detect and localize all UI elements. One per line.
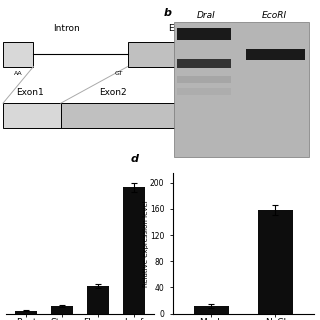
Bar <box>174 22 309 157</box>
Text: cDNA: cDNA <box>188 113 208 119</box>
Bar <box>177 28 231 40</box>
Text: Exon2: Exon2 <box>99 87 126 97</box>
Bar <box>177 88 231 95</box>
Bar <box>51 306 73 314</box>
Text: Exon2: Exon2 <box>169 24 196 33</box>
Bar <box>246 49 305 60</box>
Text: DraI: DraI <box>197 11 215 20</box>
Bar <box>3 103 61 128</box>
Text: b: b <box>164 8 172 18</box>
Text: d: d <box>131 154 139 164</box>
Bar <box>177 76 231 83</box>
Text: Genomic DNA: Genomic DNA <box>249 51 298 57</box>
Bar <box>177 59 231 68</box>
Bar <box>194 306 229 314</box>
Bar <box>15 311 37 314</box>
Bar <box>3 42 34 67</box>
Text: Exon1: Exon1 <box>17 87 44 97</box>
Bar <box>123 188 145 314</box>
Bar <box>258 210 293 314</box>
Y-axis label: Relative expression level: Relative expression level <box>143 200 148 287</box>
Text: GT: GT <box>114 71 123 76</box>
Text: EcoRI: EcoRI <box>261 11 286 20</box>
Bar <box>61 103 176 128</box>
Text: AA: AA <box>14 71 22 76</box>
Text: Intron: Intron <box>53 24 80 33</box>
Bar <box>87 286 109 314</box>
Bar <box>128 42 243 67</box>
